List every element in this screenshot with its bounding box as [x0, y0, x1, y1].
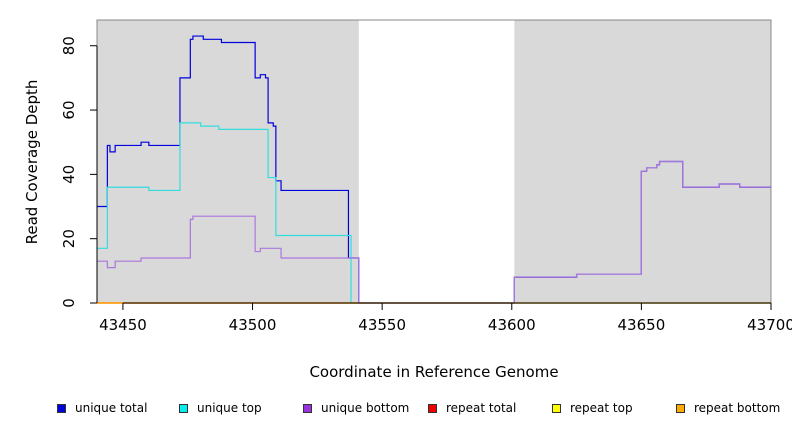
legend-swatch: [57, 403, 66, 413]
legend-item-unique-total: unique total: [57, 398, 147, 418]
legend-label: repeat total: [446, 401, 517, 415]
y-tick-label: 40: [60, 165, 78, 184]
legend-label: repeat top: [570, 401, 633, 415]
legend: unique total unique top unique bottom repea…: [0, 398, 792, 420]
x-tick-label: 43650: [618, 316, 666, 334]
y-tick-label: 80: [60, 36, 78, 55]
shaded-region-0: [97, 20, 359, 303]
legend-item-unique-top: unique top: [179, 398, 262, 418]
legend-item-repeat-top: repeat top: [552, 398, 633, 418]
legend-label: unique total: [75, 401, 148, 415]
y-tick-label: 20: [60, 229, 78, 248]
legend-item-repeat-total: repeat total: [428, 398, 516, 418]
legend-label: unique bottom: [321, 401, 410, 415]
x-axis-label: Coordinate in Reference Genome: [309, 363, 558, 381]
legend-label: repeat bottom: [694, 401, 781, 415]
legend-swatch: [303, 403, 312, 413]
x-axis: 43450 43500 43550 43600 43650 43700: [99, 302, 792, 334]
y-axis: 0 20 40 60 80: [60, 36, 98, 308]
x-tick-label: 43450: [99, 316, 147, 334]
legend-swatch: [552, 403, 561, 413]
legend-label: unique top: [197, 401, 262, 415]
legend-swatch: [179, 403, 188, 413]
shaded-region-1: [514, 20, 771, 303]
series-unique-top: [97, 122, 771, 304]
x-tick-label: 43550: [358, 316, 406, 334]
x-tick-label: 43500: [229, 316, 277, 334]
legend-swatch: [428, 403, 437, 413]
x-tick-label: 43700: [747, 316, 792, 334]
y-axis-label: Read Coverage Depth: [23, 80, 41, 245]
x-tick-label: 43600: [488, 316, 536, 334]
y-tick-label: 0: [60, 298, 78, 308]
legend-swatch: [676, 403, 685, 413]
legend-item-unique-bottom: unique bottom: [303, 398, 409, 418]
legend-item-repeat-bottom: repeat bottom: [676, 398, 780, 418]
y-tick-label: 60: [60, 100, 78, 119]
shaded-regions: [97, 20, 771, 303]
